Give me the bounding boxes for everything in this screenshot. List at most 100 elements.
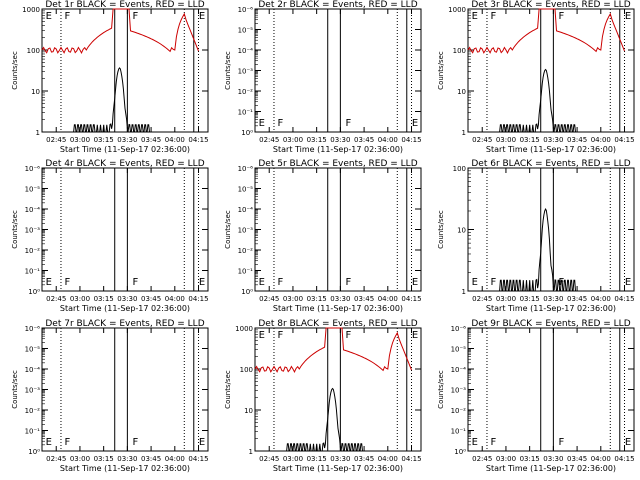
- interval-marker: E: [46, 277, 52, 288]
- y-tick-label: 10⁻²: [238, 88, 254, 96]
- x-tick-label: 03:15: [94, 136, 114, 144]
- x-tick-label: 03:30: [330, 136, 350, 144]
- lld-curve: [254, 327, 412, 374]
- panel-det-7: Det 7r BLACK = Events, RED = LLD 10⁰ 10⁻¹ 1…: [11, 319, 209, 473]
- plot-frame: [254, 167, 422, 292]
- interval-marker: E: [412, 118, 418, 129]
- x-tick-label: 03:45: [354, 136, 374, 144]
- y-tick-label: 100: [453, 47, 466, 55]
- plot-frame: [254, 8, 422, 133]
- x-axis-label: Start Time (11-Sep-17 02:36:00): [60, 145, 190, 154]
- panel-det-6: Det 6r BLACK = Events, RED = LLD 1 10 100 Co…: [437, 159, 635, 313]
- plot-frame: [467, 8, 635, 133]
- interval-marker: F: [65, 437, 71, 448]
- y-tick-label: 10⁻²: [451, 407, 467, 415]
- y-axis-label: Counts/sec: [437, 370, 445, 409]
- interval-marker: F: [65, 277, 71, 288]
- interval-marker: F: [65, 11, 71, 22]
- x-tick-label: 03:15: [520, 455, 540, 463]
- y-axis-label: Counts/sec: [224, 370, 232, 409]
- y-tick-label: 10⁻¹: [25, 268, 41, 276]
- panel-det-9: Det 9r BLACK = Events, RED = LLD 10⁰ 10⁻¹ 1…: [437, 319, 635, 473]
- y-tick-label: 10⁻⁴: [451, 366, 467, 374]
- x-tick-label: 03:30: [330, 295, 350, 303]
- x-tick-label: 02:45: [472, 136, 492, 144]
- interval-marker: F: [559, 437, 565, 448]
- x-tick-label: 04:00: [165, 295, 185, 303]
- y-tick-label: 10⁻⁴: [25, 366, 41, 374]
- y-tick-label: 10⁰: [241, 129, 253, 137]
- x-tick-label: 04:00: [378, 455, 398, 463]
- x-tick-label: 03:00: [283, 455, 303, 463]
- x-tick-label: 03:00: [70, 136, 90, 144]
- x-tick-label: 04:00: [378, 295, 398, 303]
- y-tick-label: 100: [27, 47, 40, 55]
- plot-frame: [467, 327, 635, 452]
- y-tick-label: 10⁰: [28, 288, 40, 296]
- x-tick-label: 04:15: [614, 295, 634, 303]
- x-tick-label: 03:30: [543, 136, 563, 144]
- x-tick-label: 02:45: [259, 295, 279, 303]
- y-tick-label: 10⁰: [241, 288, 253, 296]
- interval-marker: F: [491, 277, 497, 288]
- interval-marker: F: [346, 277, 352, 288]
- x-tick-label: 03:15: [307, 136, 327, 144]
- interval-marker: E: [625, 11, 631, 22]
- interval-marker: F: [133, 11, 139, 22]
- x-axis-label: Start Time (11-Sep-17 02:36:00): [60, 464, 190, 473]
- x-axis-label: Start Time (11-Sep-17 02:36:00): [486, 464, 616, 473]
- x-tick-label: 02:45: [259, 136, 279, 144]
- panel-title: Det 5r BLACK = Events, RED = LLD: [258, 159, 417, 169]
- y-tick-label: 10⁻¹: [25, 428, 41, 436]
- y-tick-label: 100: [240, 366, 253, 374]
- y-axis-label: Counts/sec: [11, 210, 19, 249]
- x-tick-label: 03:15: [520, 136, 540, 144]
- interval-marker: F: [346, 330, 352, 341]
- x-tick-label: 03:15: [307, 455, 327, 463]
- x-tick-label: 03:00: [283, 295, 303, 303]
- y-tick-label: 1: [36, 129, 40, 137]
- x-tick-label: 03:30: [543, 295, 563, 303]
- y-tick-label: 10⁻¹: [238, 109, 254, 117]
- lld-curve: [41, 8, 199, 55]
- y-tick-label: 10⁰: [28, 448, 40, 456]
- x-axis-label: Start Time (11-Sep-17 02:36:00): [486, 145, 616, 154]
- interval-marker: E: [472, 277, 478, 288]
- x-tick-label: 03:30: [543, 455, 563, 463]
- plot-frame: [41, 8, 209, 133]
- interval-marker: E: [199, 277, 205, 288]
- interval-marker: E: [412, 277, 418, 288]
- plot-frame: [41, 167, 209, 292]
- x-tick-label: 04:15: [188, 295, 208, 303]
- interval-marker: E: [259, 330, 265, 341]
- y-tick-label: 10⁻⁵: [25, 186, 41, 194]
- x-tick-label: 04:15: [401, 295, 421, 303]
- x-tick-label: 03:30: [117, 455, 137, 463]
- y-tick-label: 10⁰: [454, 448, 466, 456]
- y-axis-label: Counts/sec: [224, 51, 232, 90]
- interval-marker: F: [133, 277, 139, 288]
- x-tick-label: 04:15: [188, 455, 208, 463]
- x-tick-label: 04:15: [401, 136, 421, 144]
- interval-marker: F: [346, 118, 352, 129]
- y-tick-label: 10⁻²: [25, 247, 41, 255]
- x-tick-label: 02:45: [46, 455, 66, 463]
- x-tick-label: 03:30: [117, 295, 137, 303]
- x-tick-label: 03:30: [330, 455, 350, 463]
- x-tick-label: 03:00: [70, 455, 90, 463]
- panel-title: Det 2r BLACK = Events, RED = LLD: [258, 0, 417, 10]
- x-tick-label: 03:45: [567, 455, 587, 463]
- y-tick-label: 10⁻³: [25, 227, 41, 235]
- x-tick-label: 03:45: [354, 295, 374, 303]
- events-curve: [499, 68, 576, 133]
- x-tick-label: 03:00: [283, 136, 303, 144]
- x-tick-label: 02:45: [472, 455, 492, 463]
- interval-marker: F: [278, 118, 284, 129]
- x-tick-label: 04:00: [591, 455, 611, 463]
- y-tick-label: 10: [244, 407, 253, 415]
- y-tick-label: 10⁻⁶: [25, 165, 41, 173]
- interval-marker: E: [625, 277, 631, 288]
- x-tick-label: 04:00: [165, 136, 185, 144]
- x-axis-label: Start Time (11-Sep-17 02:36:00): [273, 145, 403, 154]
- x-tick-label: 04:15: [188, 136, 208, 144]
